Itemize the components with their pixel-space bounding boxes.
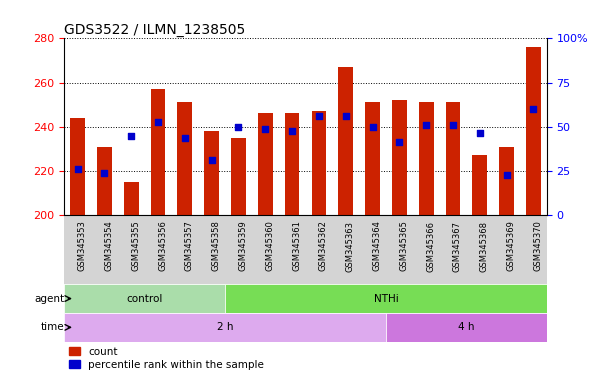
Point xyxy=(287,128,297,134)
Point xyxy=(368,124,378,130)
Bar xyxy=(70,118,85,215)
Text: GSM345360: GSM345360 xyxy=(265,220,274,271)
Text: GSM345366: GSM345366 xyxy=(426,220,435,271)
Point xyxy=(395,139,404,145)
Point xyxy=(502,172,511,178)
Text: GSM345369: GSM345369 xyxy=(507,220,516,271)
Bar xyxy=(338,67,353,215)
Bar xyxy=(419,103,434,215)
Text: agent: agent xyxy=(34,293,64,304)
Point xyxy=(100,170,109,176)
Text: GSM345356: GSM345356 xyxy=(158,220,167,271)
Text: GSM345355: GSM345355 xyxy=(131,220,140,271)
Text: 4 h: 4 h xyxy=(458,322,475,333)
Bar xyxy=(526,47,541,215)
Text: time: time xyxy=(40,322,64,333)
Legend: count, percentile rank within the sample: count, percentile rank within the sample xyxy=(70,347,264,369)
Text: GSM345359: GSM345359 xyxy=(238,220,247,271)
Point xyxy=(422,121,431,127)
Text: NTHi: NTHi xyxy=(373,293,398,304)
Bar xyxy=(124,182,139,215)
Point xyxy=(233,124,243,130)
Text: GSM345365: GSM345365 xyxy=(400,220,408,271)
Text: GSM345358: GSM345358 xyxy=(211,220,221,271)
Text: GDS3522 / ILMN_1238505: GDS3522 / ILMN_1238505 xyxy=(64,23,246,37)
Bar xyxy=(204,131,219,215)
Bar xyxy=(472,156,487,215)
Text: GSM345368: GSM345368 xyxy=(480,220,489,271)
Point xyxy=(180,135,190,141)
Text: GSM345364: GSM345364 xyxy=(373,220,381,271)
Point xyxy=(73,166,82,172)
Text: GSM345361: GSM345361 xyxy=(292,220,301,271)
Bar xyxy=(97,147,112,215)
Text: GSM345370: GSM345370 xyxy=(533,220,543,271)
Bar xyxy=(64,313,386,342)
Bar xyxy=(258,114,273,215)
Point xyxy=(448,121,458,127)
Bar xyxy=(365,103,380,215)
Text: 2 h: 2 h xyxy=(217,322,233,333)
Text: GSM345354: GSM345354 xyxy=(104,220,114,271)
Text: GSM345362: GSM345362 xyxy=(319,220,328,271)
Text: GSM345363: GSM345363 xyxy=(346,220,355,271)
Text: GSM345353: GSM345353 xyxy=(78,220,87,271)
Bar xyxy=(177,103,192,215)
Text: GSM345357: GSM345357 xyxy=(185,220,194,271)
Bar xyxy=(225,284,547,313)
Bar xyxy=(312,111,326,215)
Point xyxy=(207,157,216,163)
Bar xyxy=(386,313,560,342)
Point xyxy=(126,132,136,139)
Bar xyxy=(392,100,407,215)
Text: control: control xyxy=(126,293,163,304)
Point xyxy=(314,113,324,119)
Text: GSM345367: GSM345367 xyxy=(453,220,462,271)
Bar xyxy=(445,103,460,215)
Bar xyxy=(231,138,246,215)
Point xyxy=(153,119,163,125)
Point xyxy=(475,130,485,136)
Point xyxy=(341,113,351,119)
Bar xyxy=(499,147,514,215)
Bar xyxy=(151,89,166,215)
Bar xyxy=(285,114,299,215)
Point xyxy=(529,106,538,112)
Point xyxy=(260,126,270,132)
Bar xyxy=(64,284,225,313)
